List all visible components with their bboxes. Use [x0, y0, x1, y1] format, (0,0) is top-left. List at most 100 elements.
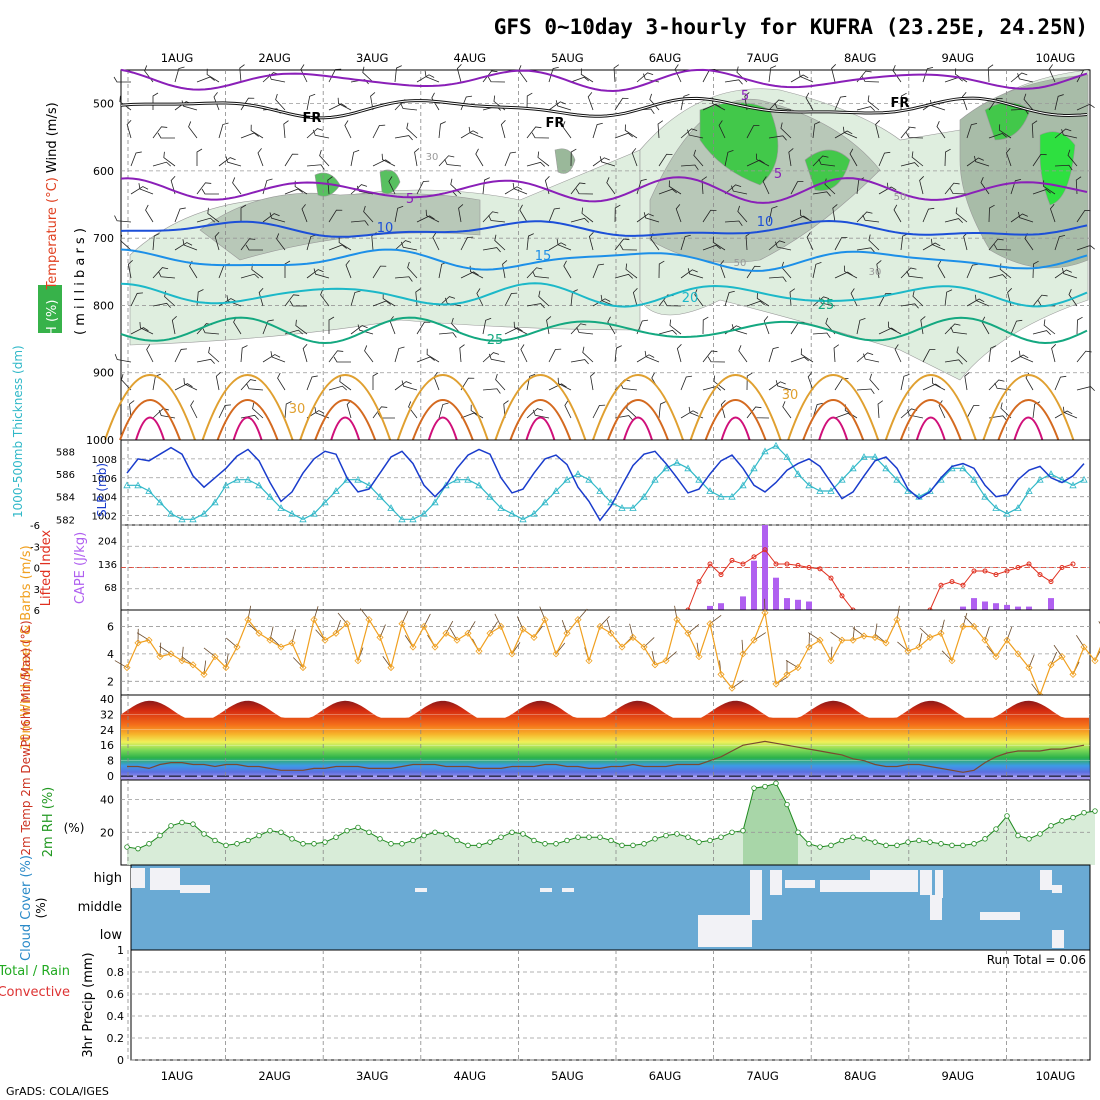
- chart-title: GFS 0~10day 3-hourly for KUFRA (23.25E, …: [494, 15, 1088, 39]
- wind-barb-stroke: [218, 157, 236, 167]
- wind-barb-stroke: [580, 68, 594, 83]
- thickness-marker: [1047, 470, 1055, 477]
- wind-barb: [458, 204, 464, 223]
- wind-barb-stroke: [556, 238, 572, 251]
- wind-barb: [245, 244, 263, 251]
- wind-barb: [1054, 375, 1067, 391]
- wind-barb-stroke: [145, 204, 154, 223]
- isotherm-35: [802, 399, 865, 441]
- wind-barb: [270, 351, 286, 363]
- wind-barb-stroke: [158, 271, 176, 279]
- freezing-level-core: [120, 97, 1088, 119]
- wind-barb-stroke: [922, 66, 934, 83]
- wind-barb: [938, 400, 946, 419]
- wind-barb: [850, 288, 858, 307]
- wind-barb: [988, 132, 1007, 139]
- rh-marker: [729, 829, 735, 836]
- wind-barb-stroke: [768, 65, 777, 83]
- wind-barb-stroke: [364, 345, 374, 363]
- wind-barb: [856, 177, 865, 195]
- wind-barb-stroke: [183, 378, 198, 391]
- wind-barb: [363, 205, 374, 223]
- cloud-panel: high middle low (%) Cloud Cover (%): [19, 855, 1091, 961]
- wind-barb-stroke: [408, 401, 418, 419]
- wind-marker: [695, 653, 703, 661]
- thickness-marker: [211, 498, 219, 506]
- isotherm-35: [899, 399, 962, 441]
- wind-barb: [152, 233, 160, 251]
- wind-barb-stroke: [592, 122, 603, 139]
- cape-bar: [751, 560, 757, 610]
- wind-barb: [306, 269, 324, 279]
- wind-barb: [438, 296, 456, 307]
- wind-barb-stroke: [232, 177, 242, 195]
- wind-barb: [856, 247, 875, 253]
- wind-barb: [459, 344, 465, 363]
- wind-barb-stroke: [146, 344, 154, 363]
- wind-barb: [314, 407, 330, 419]
- slp-ylabel: SLP (mb): [95, 463, 109, 517]
- top-date-label: 6AUG: [649, 51, 682, 65]
- wind-barb-stroke: [680, 410, 699, 419]
- wind-barb-stroke: [950, 326, 968, 335]
- wind-barb-stroke: [658, 329, 677, 335]
- wind-barb-stroke: [350, 184, 368, 195]
- precip-panel: 0.8 0.6 0.4 0.2 0 1 Run Total = 0.06 Total / …: [0, 944, 1091, 1067]
- wind-barb: [1062, 406, 1078, 419]
- wind-barb: [900, 303, 919, 309]
- wind-barb: [262, 319, 274, 335]
- wind-barb-stroke: [789, 288, 796, 307]
- wind-barb-stroke: [657, 120, 664, 139]
- isotherm-40: [525, 416, 556, 441]
- wind-barb-stroke: [919, 176, 925, 195]
- wind-barb: [1076, 350, 1092, 363]
- wind-barb-stroke: [196, 148, 203, 166]
- wind-marker: [563, 629, 571, 637]
- wind-barb: [416, 180, 430, 195]
- wind-barb-stroke: [988, 97, 1003, 111]
- rh-marker: [322, 839, 328, 845]
- wind-barb-stroke: [782, 401, 792, 419]
- wind-barb-stroke: [658, 401, 666, 419]
- wind-barb-stroke: [401, 380, 418, 391]
- wind-barb: [139, 322, 154, 335]
- wind-barb-stroke: [252, 402, 264, 419]
- wind-barb-stroke: [849, 148, 858, 167]
- wind-barb-stroke: [687, 268, 704, 279]
- wind-barb: [388, 176, 396, 195]
- cloud-gap: [770, 870, 782, 895]
- wind-barb: [416, 74, 435, 83]
- thickness-marker: [464, 475, 472, 483]
- wind-marker: [717, 670, 725, 679]
- wind-barb-stroke: [372, 372, 379, 390]
- cape-bar: [971, 598, 977, 610]
- wind-barb-stroke: [900, 303, 919, 309]
- wind-marker: [519, 625, 527, 633]
- wind-marker: [816, 636, 824, 644]
- rh-marker: [542, 841, 548, 847]
- isotherm-35: [216, 399, 279, 441]
- wind-barb-stroke: [592, 263, 605, 279]
- wind-barb: [974, 294, 990, 307]
- dewpoint-line: [127, 740, 1085, 773]
- wind-barb-stroke: [425, 209, 440, 223]
- wind-barb: [444, 159, 462, 167]
- thickness-marker: [728, 492, 736, 500]
- rh-marker: [1004, 813, 1010, 819]
- isotherm-label: 30: [782, 388, 799, 403]
- li-marker: [1004, 568, 1010, 574]
- rh-marker: [619, 842, 625, 849]
- isotherm-label: 30: [289, 402, 306, 417]
- isotherm-30: [396, 374, 489, 441]
- wind-barb: [731, 185, 748, 195]
- thickness-marker: [1003, 509, 1011, 517]
- thickness-marker: [739, 481, 747, 489]
- wind-barb: [636, 354, 655, 363]
- wind-barb: [931, 377, 946, 391]
- wind-barb: [812, 262, 822, 279]
- wind-barb: [834, 236, 848, 251]
- wind-barb: [944, 218, 963, 224]
- lifted-index-ylabel: Lifted Index: [39, 529, 54, 606]
- wind-barb-stroke: [1049, 204, 1056, 223]
- wind-barb-stroke: [240, 345, 248, 363]
